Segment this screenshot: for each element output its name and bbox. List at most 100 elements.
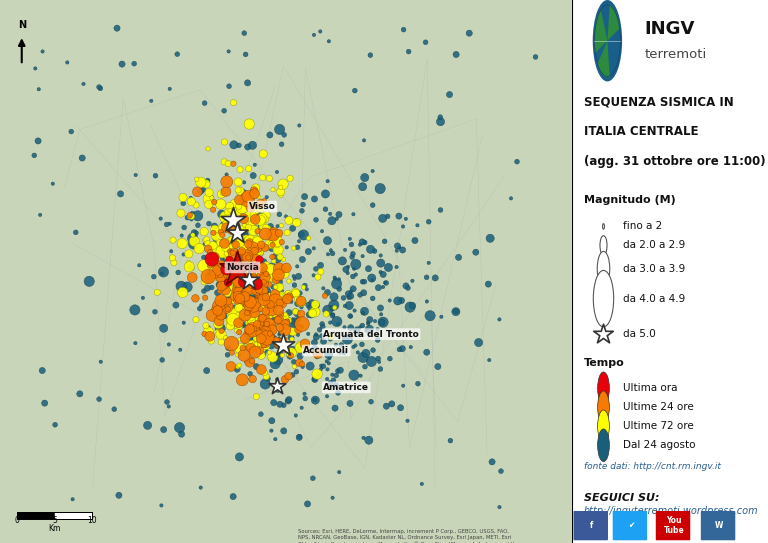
Point (223, 206, 236, 215)
Point (231, 211, 243, 219)
Point (493, 503, 505, 512)
Point (225, 317, 237, 325)
Point (290, 368, 303, 376)
Bar (55, 512, 91, 519)
Point (186, 273, 198, 282)
Point (223, 282, 235, 291)
Point (238, 311, 250, 319)
Point (247, 248, 259, 257)
Point (255, 275, 267, 284)
Point (249, 348, 261, 356)
Point (321, 392, 333, 401)
Point (266, 243, 278, 252)
Point (247, 283, 260, 292)
Point (299, 281, 311, 290)
Point (265, 426, 277, 435)
Point (350, 327, 362, 336)
Point (208, 273, 220, 282)
Point (227, 262, 239, 271)
Point (34, 211, 46, 219)
Point (347, 343, 359, 351)
Point (250, 271, 263, 280)
Point (308, 194, 320, 203)
Point (299, 192, 311, 201)
Point (278, 130, 290, 139)
Point (234, 165, 247, 174)
Point (250, 255, 262, 263)
Point (258, 320, 270, 329)
Point (257, 173, 269, 182)
Point (200, 259, 212, 268)
Point (369, 317, 381, 325)
Point (260, 307, 272, 315)
Point (282, 289, 294, 298)
Point (237, 287, 249, 296)
Point (210, 274, 223, 282)
Point (326, 370, 339, 379)
Point (240, 236, 253, 244)
Point (220, 213, 232, 222)
Text: Dal 24 agosto: Dal 24 agosto (623, 440, 696, 450)
Point (244, 245, 257, 254)
Point (273, 283, 286, 292)
Point (382, 263, 395, 272)
Point (198, 330, 210, 338)
Point (258, 197, 270, 206)
Point (47, 179, 59, 188)
Point (264, 327, 276, 336)
Point (215, 244, 227, 252)
Point (257, 289, 269, 298)
Point (93, 83, 105, 91)
Point (271, 241, 283, 249)
Point (249, 160, 261, 169)
Point (249, 325, 261, 333)
Point (209, 307, 221, 315)
Point (252, 244, 264, 253)
Point (272, 293, 284, 301)
Bar (17, 512, 55, 519)
Point (356, 340, 368, 349)
Point (297, 283, 310, 292)
Point (190, 175, 203, 184)
Point (257, 149, 270, 158)
Point (260, 314, 273, 323)
Point (412, 221, 424, 230)
Point (276, 221, 288, 230)
Point (263, 320, 276, 329)
Point (274, 292, 286, 300)
Point (216, 248, 228, 256)
Point (226, 263, 238, 272)
Point (273, 315, 285, 324)
Point (253, 274, 265, 282)
Point (258, 368, 270, 377)
Point (242, 268, 254, 276)
Text: 0: 0 (15, 516, 20, 525)
Point (76, 154, 88, 162)
Point (240, 277, 253, 286)
Point (329, 304, 341, 312)
Point (78, 80, 90, 89)
Point (375, 251, 387, 260)
Point (372, 325, 384, 333)
Point (274, 292, 286, 300)
Circle shape (598, 251, 610, 286)
Point (269, 290, 281, 299)
Point (137, 294, 149, 302)
Point (319, 292, 331, 300)
Point (362, 319, 375, 328)
Point (243, 254, 255, 263)
Point (346, 252, 358, 261)
Point (421, 348, 433, 357)
Point (220, 333, 232, 342)
Point (292, 299, 304, 308)
Point (266, 416, 278, 425)
Point (339, 323, 351, 332)
Point (266, 325, 279, 334)
Point (332, 389, 344, 397)
Point (256, 305, 268, 313)
Point (202, 270, 214, 279)
Point (339, 302, 351, 311)
Text: SEQUENZA SISMICA IN: SEQUENZA SISMICA IN (584, 95, 733, 108)
Point (210, 255, 222, 263)
Point (233, 141, 245, 150)
